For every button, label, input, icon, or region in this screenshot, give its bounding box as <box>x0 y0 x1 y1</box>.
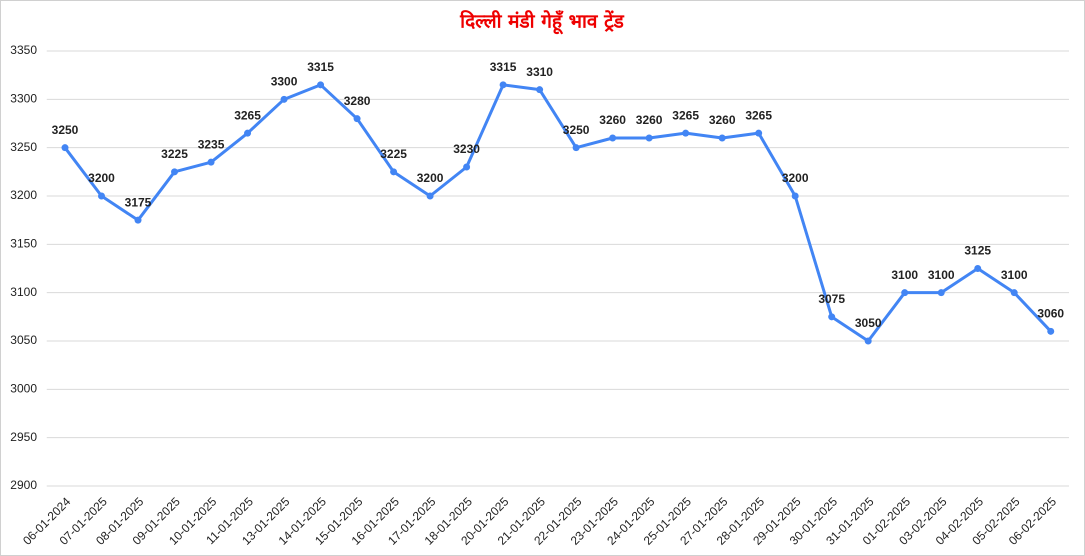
point <box>244 129 252 137</box>
point <box>974 265 982 272</box>
point <box>718 134 726 142</box>
data-label: 3260 <box>709 113 736 127</box>
line <box>63 83 1052 343</box>
data-label: 3250 <box>563 123 590 137</box>
point <box>536 86 544 94</box>
data-label: 3260 <box>599 113 626 127</box>
data-label: 3200 <box>417 171 444 185</box>
point <box>901 289 909 297</box>
data-label: 3265 <box>745 108 772 122</box>
y-tick-label: 2900 <box>10 478 37 492</box>
point <box>98 192 106 200</box>
point <box>353 115 361 123</box>
data-label: 3260 <box>636 113 663 127</box>
y-tick-label: 3050 <box>10 333 37 347</box>
data-label: 3175 <box>125 195 152 209</box>
point <box>1047 327 1055 335</box>
y-tick-label: 3300 <box>10 92 37 106</box>
point <box>609 134 617 142</box>
data-label: 3315 <box>307 60 334 74</box>
point <box>937 289 945 297</box>
point <box>828 313 836 321</box>
data-label: 3225 <box>380 147 407 161</box>
point <box>1010 289 1018 297</box>
data-label: 3315 <box>490 60 517 74</box>
point <box>645 134 653 142</box>
point <box>317 81 325 89</box>
y-tick-label: 3350 <box>10 43 37 57</box>
point <box>61 144 69 152</box>
y-tick-label: 3000 <box>10 382 37 396</box>
chart-title: दिल्ली मंडी गेहूँ भाव ट्रेंड <box>459 10 624 35</box>
data-label: 3125 <box>964 244 991 258</box>
data-label: 3200 <box>88 171 115 185</box>
y-tick-label: 3250 <box>10 140 37 154</box>
y-tick-label: 2950 <box>10 430 37 444</box>
data-label: 3100 <box>891 268 918 282</box>
data-label: 3100 <box>1001 268 1028 282</box>
data-label: 3235 <box>198 137 225 151</box>
data-label: 3280 <box>344 94 371 108</box>
point <box>755 129 763 137</box>
point <box>171 168 179 176</box>
data-label: 3100 <box>928 268 955 282</box>
point <box>682 129 690 137</box>
data-label: 3300 <box>271 75 298 89</box>
y-tick-label: 3100 <box>10 285 37 299</box>
data-label: 3230 <box>453 142 480 156</box>
y-tick-label: 3200 <box>10 188 37 202</box>
y-tick-label: 3150 <box>10 237 37 251</box>
data-label: 3310 <box>526 65 553 79</box>
data-label: 3200 <box>782 171 809 185</box>
point <box>791 192 799 200</box>
point <box>864 337 872 345</box>
point <box>207 158 215 166</box>
data-label: 3075 <box>818 292 845 306</box>
point <box>280 95 288 103</box>
point <box>463 163 471 171</box>
point <box>499 81 507 89</box>
data-label: 3265 <box>672 108 699 122</box>
point <box>390 168 398 176</box>
data-label: 3250 <box>52 123 79 137</box>
data-label: 3050 <box>855 316 882 330</box>
point <box>134 216 142 224</box>
data-label: 3225 <box>161 147 188 161</box>
data-label: 3265 <box>234 108 261 122</box>
data-label: 3060 <box>1037 307 1064 321</box>
point <box>572 144 580 152</box>
point <box>426 192 434 200</box>
